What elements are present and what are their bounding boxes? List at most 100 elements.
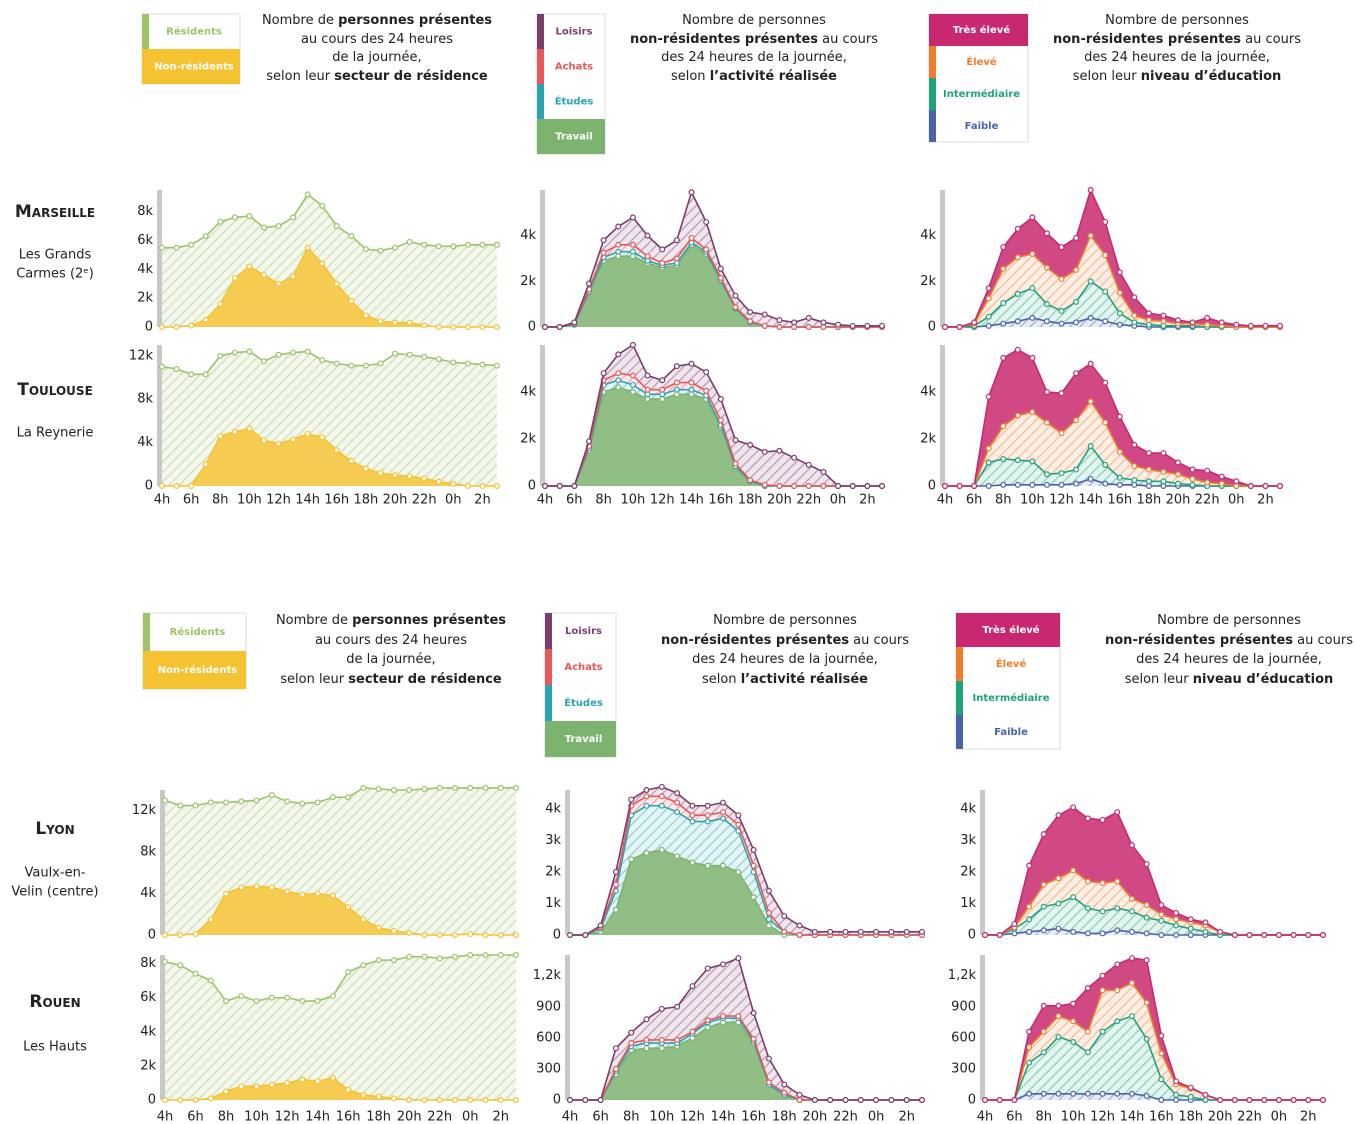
area	[945, 446, 1280, 486]
point	[1102, 419, 1109, 426]
y-tick-label: 6k	[140, 990, 156, 1005]
point	[268, 1081, 275, 1088]
point	[1145, 450, 1152, 457]
point	[673, 379, 680, 386]
point	[761, 322, 768, 329]
legend-bar	[545, 613, 552, 649]
point	[1084, 815, 1091, 822]
point	[1087, 398, 1094, 405]
point	[805, 324, 812, 331]
legend-bar	[956, 647, 963, 681]
point	[720, 1013, 727, 1020]
point	[1043, 230, 1050, 237]
point	[644, 396, 651, 403]
point	[1116, 481, 1123, 488]
caption-line: selon leur secteur de résidence	[266, 69, 488, 84]
point	[421, 953, 428, 960]
x-tick-label: 0h	[868, 1110, 885, 1124]
legend-label: Très élevé	[982, 624, 1039, 636]
y-tick-label: 0	[528, 320, 536, 335]
y-tick-label: 2k	[545, 864, 561, 879]
y-tick-label: 0	[928, 479, 936, 494]
legend-bar	[956, 715, 963, 749]
point	[406, 953, 413, 960]
legend-label: Achats	[555, 62, 593, 73]
city-name: Marseille	[15, 202, 95, 222]
y-tick-label: 3k	[960, 833, 976, 848]
point	[1114, 1090, 1121, 1097]
x-tick-label: 12h	[1049, 493, 1074, 508]
point	[628, 1029, 635, 1036]
point	[345, 794, 352, 801]
point	[390, 786, 397, 793]
point	[689, 983, 696, 990]
point	[1026, 928, 1033, 935]
x-tick-label: 18h	[772, 1110, 797, 1124]
point	[360, 916, 367, 923]
point	[750, 1035, 757, 1042]
y-tick-label: 4k	[960, 801, 976, 816]
point	[688, 189, 695, 196]
point	[451, 784, 458, 791]
point	[1160, 312, 1167, 319]
point	[1084, 930, 1091, 937]
point	[1128, 842, 1135, 849]
legend-label: Intermédiaire	[972, 692, 1049, 704]
point	[1116, 474, 1123, 481]
caption-line: selon l’activité réalisée	[671, 69, 837, 84]
point	[1055, 900, 1062, 907]
point	[1128, 1013, 1135, 1020]
point	[1114, 987, 1121, 994]
point	[1128, 928, 1135, 935]
point	[735, 812, 742, 819]
caption-line: de la journée,	[346, 652, 435, 667]
point	[615, 370, 622, 377]
point	[615, 384, 622, 391]
point	[1131, 463, 1138, 470]
x-tick-label: 0h	[462, 1110, 479, 1124]
point	[406, 473, 413, 480]
point	[1070, 867, 1077, 874]
point	[674, 790, 681, 797]
point	[1014, 254, 1021, 261]
point	[541, 483, 548, 490]
point	[717, 396, 724, 403]
point	[704, 802, 711, 809]
y-tick-label: 600	[951, 1030, 976, 1045]
point	[704, 818, 711, 825]
y-axis	[565, 790, 570, 935]
area	[570, 849, 922, 935]
point	[1247, 483, 1254, 490]
point	[1058, 320, 1065, 327]
legend-bar	[545, 649, 552, 685]
caption-text: selon leur	[1125, 672, 1193, 687]
point	[1217, 1096, 1224, 1103]
point	[796, 1096, 803, 1103]
point	[1055, 1002, 1062, 1009]
y-tick-label: 4k	[520, 385, 536, 400]
point	[703, 246, 710, 253]
point	[314, 1078, 321, 1085]
district-name: Carmes (2ᵉ)	[16, 267, 94, 282]
x-tick-label: 4h	[157, 1110, 174, 1124]
point	[406, 1096, 413, 1103]
point	[1070, 1038, 1077, 1045]
point	[159, 483, 166, 490]
point	[612, 906, 619, 913]
point	[1158, 931, 1165, 938]
caption-text: niveau d’éducation	[1141, 69, 1282, 84]
point	[290, 214, 297, 221]
point	[704, 965, 711, 972]
point	[1087, 475, 1094, 482]
x-tick-label: 6h	[183, 493, 200, 508]
y-axis	[540, 345, 545, 486]
point	[464, 483, 471, 490]
point	[1029, 354, 1036, 361]
legend-label: Non-résidents	[158, 664, 237, 676]
point	[392, 244, 399, 251]
point	[820, 483, 827, 490]
point	[1043, 389, 1050, 396]
point	[1014, 225, 1021, 232]
point	[314, 890, 321, 897]
point	[597, 922, 604, 929]
